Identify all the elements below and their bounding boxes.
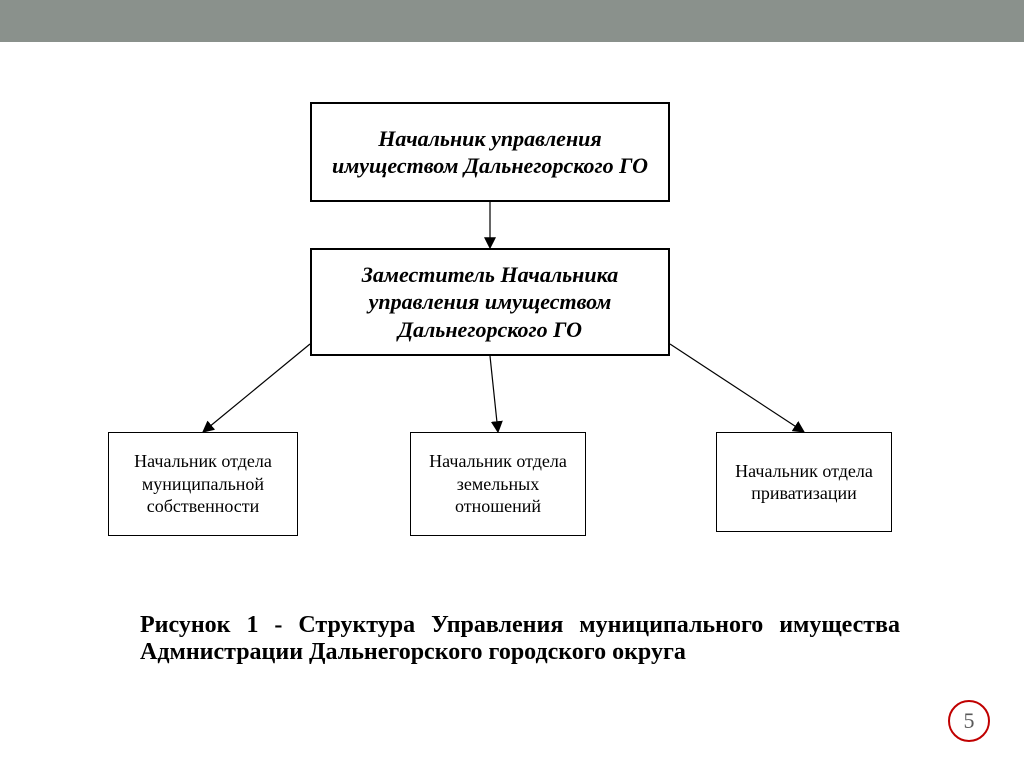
node-dept3: Начальник отдела приватизации bbox=[716, 432, 892, 532]
node-dept2-label: Начальник отдела земельных отношений bbox=[417, 450, 579, 518]
node-dept1: Начальник отдела муниципальной собственн… bbox=[108, 432, 298, 536]
slide-top-bar bbox=[0, 0, 1024, 42]
node-dept2: Начальник отдела земельных отношений bbox=[410, 432, 586, 536]
node-deputy-label: Заместитель Начальника управления имущес… bbox=[318, 261, 662, 344]
node-dept3-label: Начальник отдела приватизации bbox=[723, 460, 885, 505]
figure-caption: Рисунок 1 - Структура Управления муницип… bbox=[140, 612, 900, 666]
node-root-label: Начальник управления имуществом Дальнего… bbox=[318, 125, 662, 180]
page-number-value: 5 bbox=[964, 708, 975, 734]
node-root: Начальник управления имуществом Дальнего… bbox=[310, 102, 670, 202]
page-number-badge: 5 bbox=[948, 700, 990, 742]
node-dept1-label: Начальник отдела муниципальной собственн… bbox=[115, 450, 291, 518]
node-deputy: Заместитель Начальника управления имущес… bbox=[310, 248, 670, 356]
